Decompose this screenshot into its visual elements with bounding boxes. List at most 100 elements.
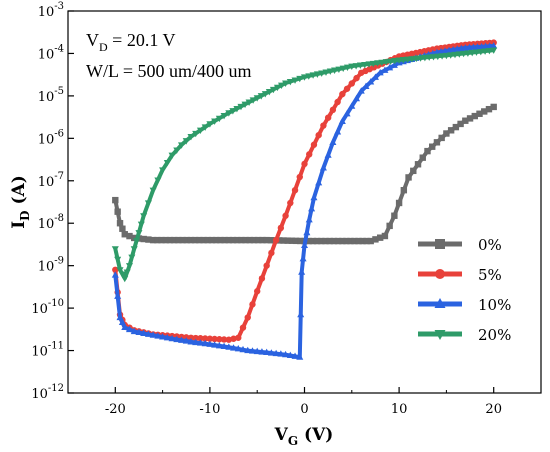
- series-0-point-47: [305, 237, 312, 245]
- series-1-point-40: [291, 186, 299, 194]
- series-3-point-49: [305, 73, 313, 80]
- series-3-point-44: [282, 80, 290, 87]
- series-0-point-17: [179, 236, 186, 244]
- series-0-point-31: [238, 236, 245, 244]
- series-1-point-21: [201, 335, 209, 342]
- series-0-point-52: [326, 237, 333, 245]
- series-3-point-10: [135, 230, 143, 237]
- series-0-point-74: [424, 147, 431, 155]
- series-2-point-12: [159, 333, 167, 340]
- series-1-point-24: [216, 336, 223, 343]
- series-0-point-73: [419, 154, 426, 161]
- series-1-point-46: [320, 122, 327, 129]
- series-2-point-25: [220, 342, 228, 350]
- series-2-point-47: [305, 216, 313, 223]
- series-2-point-43: [298, 268, 306, 275]
- series-0-point-30: [234, 236, 241, 244]
- series-0-point-53: [330, 237, 338, 245]
- series-0-point-0: [112, 196, 119, 204]
- series-3-point-28: [215, 115, 223, 123]
- series-3-point-1: [114, 256, 122, 264]
- series-2-point-50: [315, 178, 323, 186]
- series-1-point-33: [258, 275, 266, 282]
- series-1-point-42: [301, 160, 308, 168]
- series-2-point-10: [149, 331, 157, 338]
- series-1-point-37: [277, 224, 285, 232]
- series-0-point-71: [410, 167, 417, 175]
- series-3-point-35: [245, 99, 253, 106]
- series-3-point-30: [225, 110, 233, 117]
- series-1-point-28: [235, 334, 242, 341]
- legend-marker-1: [435, 269, 445, 279]
- series-3-point-66: [378, 59, 386, 67]
- series-2-point-32: [253, 347, 261, 355]
- series-3-point-13: [144, 200, 152, 207]
- series-2-point-61: [367, 78, 375, 85]
- series-3-point-26: [206, 121, 214, 128]
- series-0-point-38: [267, 237, 275, 244]
- series-3-point-60: [352, 63, 360, 70]
- series-0-point-69: [400, 186, 408, 194]
- series-3-point-31: [229, 108, 237, 115]
- series-1-point-53: [353, 74, 360, 82]
- series-3-point-88: [472, 49, 481, 56]
- series-0-point-43: [288, 237, 296, 244]
- series-0-point-76: [433, 139, 441, 146]
- series-1-point-30: [244, 314, 251, 321]
- series-2-point-33: [258, 348, 266, 355]
- legend-label-3: 20%: [478, 326, 511, 344]
- series-3-point-61: [356, 62, 364, 69]
- series-0-point-29: [229, 236, 237, 244]
- series-0-point-36: [259, 236, 266, 244]
- y-tick-label-6: 10-6: [38, 128, 64, 147]
- series-1-point-31: [249, 301, 256, 308]
- series-0-point-16: [175, 236, 182, 244]
- series-3-point-74: [412, 55, 420, 63]
- series-3-point-82: [447, 52, 455, 59]
- series-3-point-2: [116, 267, 124, 274]
- series-0-point-1: [114, 208, 121, 215]
- series-3-point-64: [369, 60, 377, 68]
- series-2-point-53: [329, 138, 337, 146]
- series-2-point-19: [192, 338, 200, 346]
- series-3-point-86: [464, 50, 472, 57]
- series-0-point-81: [457, 120, 464, 128]
- series-0-point-83: [466, 115, 474, 122]
- series-1-point-19: [192, 334, 199, 342]
- series-3-point-65: [374, 60, 382, 67]
- series-0-point-20: [191, 236, 199, 244]
- y-tick-label-9: 10-3: [38, 1, 64, 20]
- series-2: [111, 42, 498, 360]
- series-1-point-43: [306, 151, 313, 158]
- y-tick-label-8: 10-4: [38, 43, 64, 62]
- series-3-point-20: [178, 142, 186, 149]
- y-tick-label-1: 10-11: [31, 341, 64, 360]
- series-3-point-23: [192, 130, 200, 138]
- series-1-point-50: [339, 90, 346, 98]
- series-3-point-21: [182, 138, 190, 145]
- series-3: [111, 47, 498, 283]
- series-1-point-47: [324, 114, 332, 121]
- series-2-point-55: [338, 117, 346, 125]
- series-0-point-67: [391, 212, 398, 219]
- series-0-point-9: [145, 236, 152, 243]
- series-2-point-9: [144, 330, 152, 337]
- series-3-point-79: [434, 53, 442, 61]
- series-0-point-79: [447, 127, 455, 134]
- x-tick-label-1: -10: [199, 402, 220, 417]
- annotation-vd: VD = 20.1 V: [86, 30, 176, 54]
- y-tick-label-0: 10-12: [31, 383, 64, 402]
- series-0-point-13: [162, 236, 169, 244]
- legend-marker-shape-0: [435, 239, 445, 249]
- series-1-point-51: [343, 85, 351, 92]
- x-tick-label-3: 10: [391, 402, 408, 417]
- series-3-point-0: [111, 246, 119, 253]
- series-0-point-3: [119, 225, 126, 232]
- series-3-point-24: [196, 127, 204, 135]
- series-2-point-7: [135, 328, 143, 336]
- series-0-point-58: [351, 237, 358, 245]
- series-0-point-34: [250, 236, 258, 244]
- legend-marker-shape-1: [435, 269, 445, 279]
- series-3-point-22: [187, 134, 195, 141]
- legend-marker-shape-3: [434, 330, 446, 340]
